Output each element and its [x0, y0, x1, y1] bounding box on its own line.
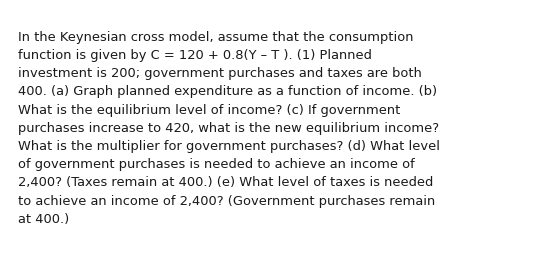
- Text: In the Keynesian cross model, assume that the consumption
function is given by C: In the Keynesian cross model, assume tha…: [18, 31, 440, 226]
